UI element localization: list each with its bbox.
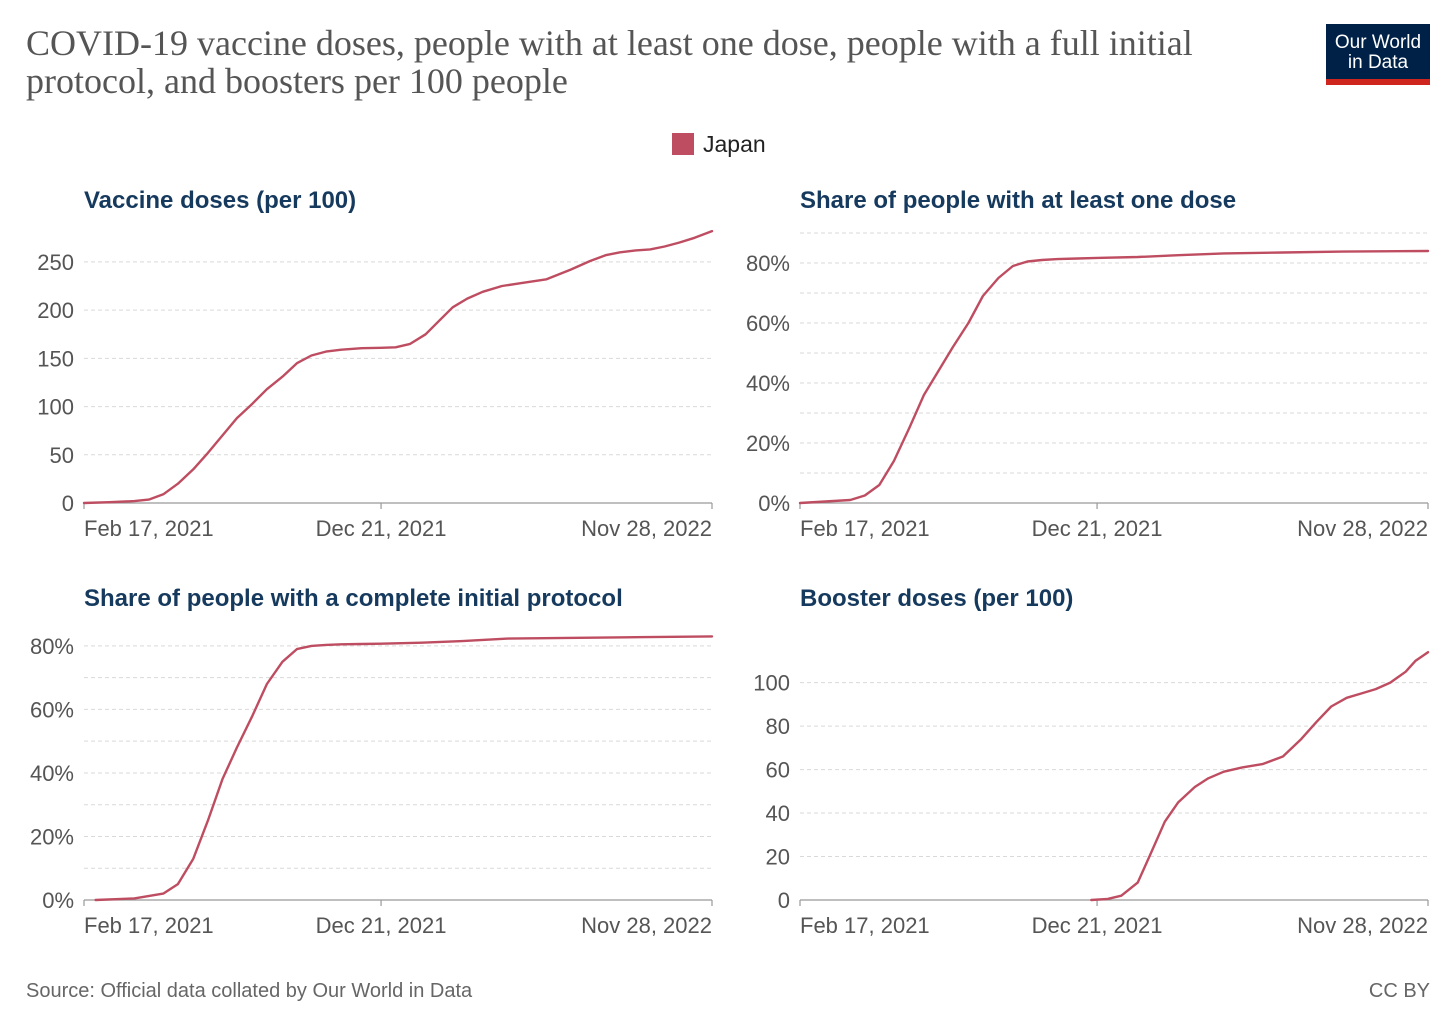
y-tick-label: 100 (37, 395, 74, 420)
x-tick-label: Dec 21, 2021 (1032, 516, 1163, 541)
panel-title: Booster doses (per 100) (800, 585, 1073, 612)
series-line-japan (1090, 651, 1430, 902)
panel-title: Share of people with a complete initial … (84, 585, 623, 612)
y-tick-label: 60% (30, 697, 74, 722)
source-note: Source: Official data collated by Our Wo… (26, 980, 473, 1002)
y-tick-label: 80% (30, 634, 74, 659)
y-tick-label: 20% (746, 431, 790, 456)
x-tick-label: Nov 28, 2022 (581, 516, 712, 541)
y-tick-label: 0% (42, 888, 74, 913)
panel-title: Share of people with at least one dose (800, 187, 1236, 214)
license-note: CC BY (1368, 980, 1430, 1002)
logo-line-2: in Data (1347, 52, 1409, 73)
y-tick-label: 60% (746, 311, 790, 336)
owid-logo[interactable]: Our World in Data (1326, 24, 1430, 85)
y-tick-label: 50 (50, 443, 74, 468)
x-tick-label: Dec 21, 2021 (316, 516, 447, 541)
series-line-japan (82, 229, 714, 505)
y-tick-label: 150 (37, 346, 74, 371)
y-tick-label: 250 (37, 250, 74, 275)
logo-line-1: Our World (1334, 32, 1422, 53)
x-tick-label: Feb 17, 2021 (84, 516, 214, 541)
y-tick-label: 100 (753, 671, 790, 696)
legend-swatch (672, 133, 694, 155)
y-tick-label: 80% (746, 251, 790, 276)
y-tick-label: 0% (758, 491, 790, 516)
series-line-japan (94, 635, 714, 902)
y-tick-label: 60 (766, 758, 790, 783)
y-tick-label: 20% (30, 824, 74, 849)
x-tick-label: Nov 28, 2022 (1297, 516, 1428, 541)
x-tick-label: Dec 21, 2021 (1032, 913, 1163, 938)
y-tick-label: 40 (766, 801, 790, 826)
legend[interactable]: Japan (672, 128, 766, 160)
y-tick-label: 40% (30, 761, 74, 786)
panel-title: Vaccine doses (per 100) (84, 187, 356, 214)
x-tick-label: Nov 28, 2022 (1297, 913, 1428, 938)
y-tick-label: 0 (778, 888, 790, 913)
x-tick-label: Feb 17, 2021 (800, 913, 930, 938)
x-tick-label: Nov 28, 2022 (581, 913, 712, 938)
x-tick-label: Feb 17, 2021 (800, 516, 930, 541)
y-tick-label: 80 (766, 714, 790, 739)
x-tick-label: Dec 21, 2021 (316, 913, 447, 938)
y-tick-label: 20 (766, 845, 790, 870)
chart-title: COVID-19 vaccine doses, people with at l… (26, 23, 1193, 101)
legend-label: Japan (703, 130, 766, 157)
y-tick-label: 40% (746, 371, 790, 396)
x-tick-label: Feb 17, 2021 (84, 913, 214, 938)
y-tick-label: 200 (37, 298, 74, 323)
series-line-japan (798, 249, 1430, 505)
y-tick-label: 0 (62, 491, 74, 516)
